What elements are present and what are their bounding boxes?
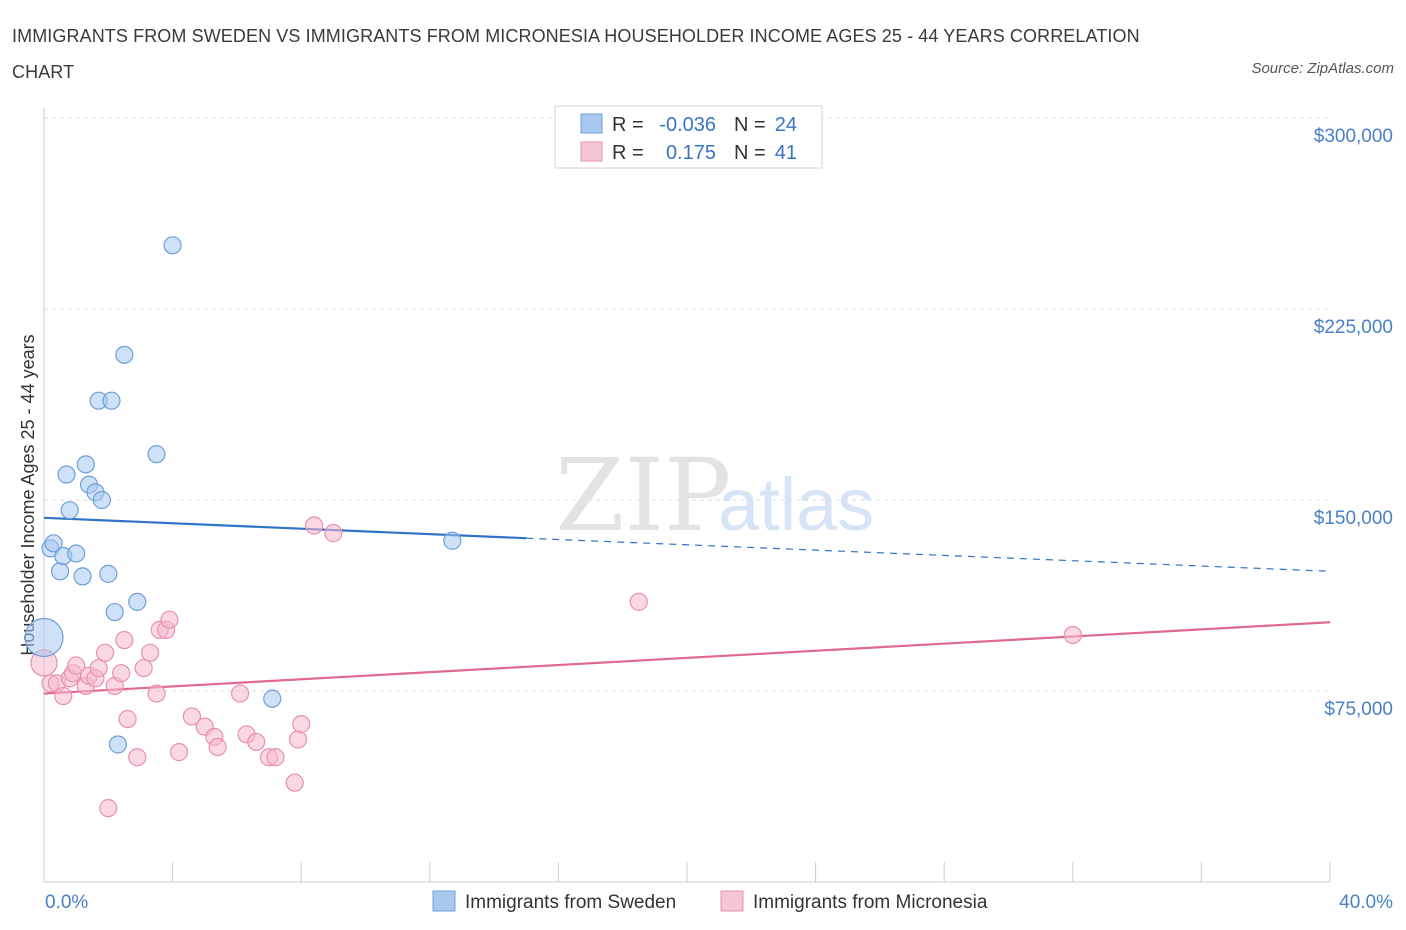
micronesia-trend-line	[43, 621, 1331, 695]
micronesia-point	[95, 643, 115, 662]
legend-sweden-swatch[interactable]	[432, 890, 456, 912]
sweden-point	[147, 445, 166, 464]
sweden-point	[105, 602, 124, 622]
micronesia-point	[304, 516, 324, 535]
sweden-point	[115, 345, 134, 364]
sweden-trend-line-extrapolated	[526, 537, 1331, 572]
watermark-atlas: atlas	[718, 463, 874, 546]
sweden-point	[57, 465, 76, 484]
sweden-n-label: N =	[734, 114, 766, 136]
sweden-point	[92, 490, 111, 510]
stats-legend: R = -0.036 N = 24 R = 0.175 N = 41	[554, 105, 823, 169]
series-legend: Immigrants from Sweden Immigrants from M…	[432, 890, 988, 913]
sweden-point	[443, 531, 462, 550]
micronesia-point	[285, 773, 304, 792]
micronesia-point	[288, 730, 308, 749]
micronesia-r-label: R =	[612, 142, 644, 164]
legend-micronesia-swatch[interactable]	[720, 890, 744, 912]
micronesia-point	[128, 748, 147, 767]
micronesia-point	[115, 630, 134, 650]
gridlines	[44, 117, 1330, 692]
micronesia-point	[324, 524, 343, 543]
y-tick-label: $225,000	[1314, 317, 1393, 338]
micronesia-point	[99, 799, 118, 818]
sweden-point	[60, 501, 79, 520]
sweden-point	[102, 391, 121, 410]
micronesia-point	[247, 732, 266, 752]
sweden-n-value: 24	[775, 114, 797, 136]
sweden-point	[76, 455, 95, 474]
micronesia-point	[208, 737, 227, 757]
micronesia-point	[112, 664, 131, 683]
micronesia-point	[266, 748, 285, 767]
sweden-legend-swatch	[580, 113, 603, 134]
sweden-point	[67, 544, 86, 563]
sweden-point	[99, 564, 118, 583]
sweden-r-value: -0.036	[659, 114, 716, 136]
y-axis-label: Householder Income Ages 25 - 44 years	[18, 334, 38, 655]
micronesia-point	[147, 684, 166, 703]
micronesia-point	[89, 658, 108, 678]
y-tick-label: $300,000	[1314, 126, 1393, 147]
micronesia-n-value: 41	[775, 142, 797, 164]
sweden-point	[24, 617, 64, 658]
micronesia-point	[231, 684, 250, 703]
data-points	[24, 236, 1082, 818]
micronesia-point	[292, 715, 311, 734]
y-tick-label: $150,000	[1314, 508, 1393, 529]
legend-micronesia-label[interactable]: Immigrants from Micronesia	[753, 892, 988, 913]
source-label: Source: ZipAtlas.com	[1251, 60, 1394, 77]
watermark-zip: ZIP	[555, 437, 731, 554]
micronesia-point	[134, 658, 153, 678]
micronesia-point	[169, 743, 189, 762]
micronesia-point	[54, 686, 73, 706]
micronesia-point	[67, 656, 86, 675]
micronesia-point	[182, 707, 201, 726]
x-tick-label-max: 40.0%	[1339, 892, 1393, 913]
y-tick-labels: $75,000 $150,000 $225,000 $300,000	[1314, 126, 1393, 720]
x-tick-label-min: 0.0%	[45, 892, 88, 913]
sweden-point	[73, 567, 92, 586]
micronesia-r-value: 0.175	[666, 142, 716, 164]
micronesia-point	[1063, 625, 1082, 645]
micronesia-point	[118, 709, 137, 729]
sweden-point	[128, 592, 147, 611]
micronesia-point	[160, 610, 179, 629]
sweden-point	[108, 735, 128, 754]
sweden-point	[50, 562, 70, 581]
legend-sweden-label[interactable]: Immigrants from Sweden	[465, 892, 676, 913]
micronesia-point	[140, 643, 160, 662]
micronesia-n-label: N =	[734, 142, 766, 164]
x-tick-marks	[43, 862, 1331, 882]
y-tick-label: $75,000	[1324, 699, 1393, 720]
chart-title: IMMIGRANTS FROM SWEDEN VS IMMIGRANTS FRO…	[12, 26, 1140, 82]
sweden-point	[44, 534, 63, 553]
micronesia-point	[629, 592, 648, 611]
sweden-point	[263, 689, 282, 708]
sweden-r-label: R =	[612, 114, 644, 136]
micronesia-legend-swatch	[580, 141, 603, 162]
sweden-point	[163, 236, 182, 255]
